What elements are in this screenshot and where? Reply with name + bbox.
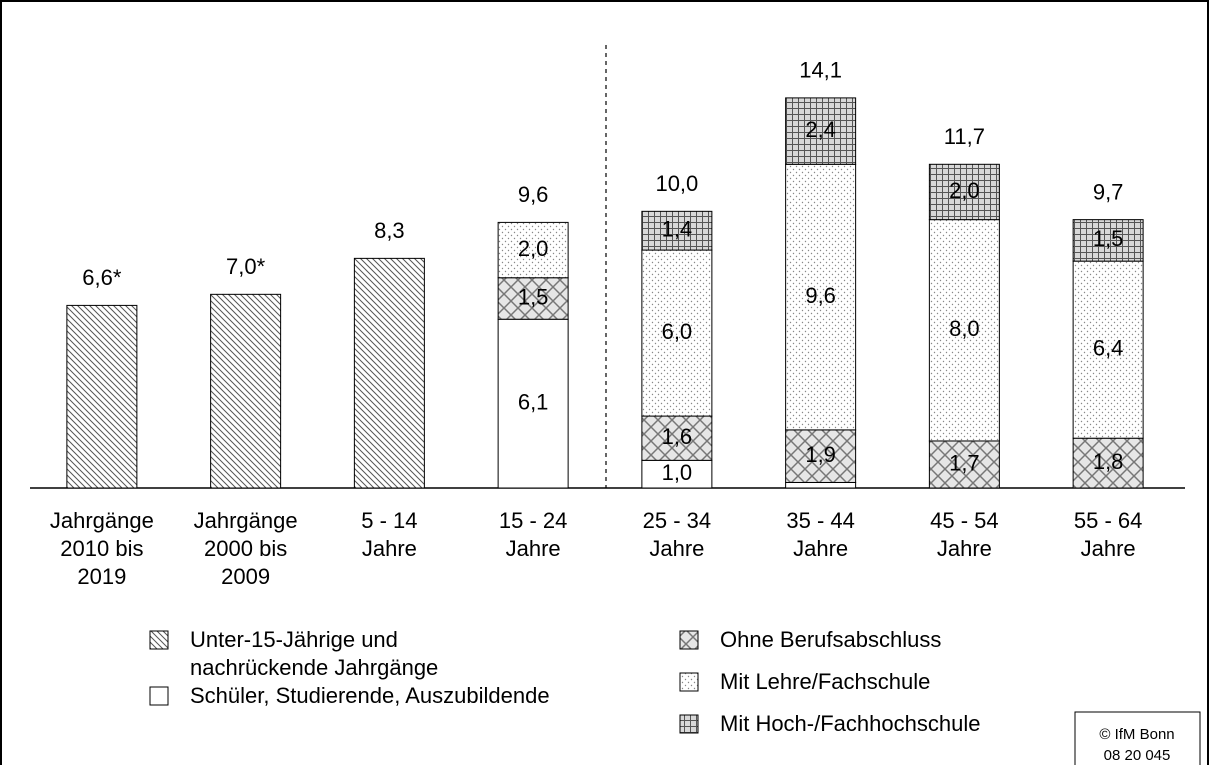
bar-segment xyxy=(497,221,569,279)
x-tick-label: 35 - 44 xyxy=(786,508,855,533)
bar-segment xyxy=(928,219,1000,442)
bar-segment xyxy=(641,249,713,417)
x-tick-label: 2010 bis xyxy=(60,536,143,561)
x-tick-label: 25 - 34 xyxy=(643,508,712,533)
x-tick-label: 5 - 14 xyxy=(361,508,417,533)
total-label: 14,1 xyxy=(799,58,842,83)
legend-swatch xyxy=(679,630,699,650)
total-label: 11,7 xyxy=(944,124,985,149)
value-label: 1,7 xyxy=(949,450,980,475)
x-tick-label: Jahre xyxy=(649,536,704,561)
source-box xyxy=(1074,711,1201,765)
value-label: 1,6 xyxy=(662,424,693,449)
value-label: 1,5 xyxy=(1093,226,1124,251)
bar-segment xyxy=(785,163,857,431)
x-tick-label: 15 - 24 xyxy=(499,508,568,533)
total-label: 9,7 xyxy=(1093,179,1124,204)
legend-label: Mit Lehre/Fachschule xyxy=(720,669,931,694)
value-label: 7,0* xyxy=(226,254,266,279)
total-label: 9,6 xyxy=(518,182,549,207)
value-label: 1,9 xyxy=(805,442,836,467)
bar-segment xyxy=(785,429,857,483)
value-label: 2,0 xyxy=(518,236,549,261)
value-label: 1,0 xyxy=(662,460,693,485)
bar-segment xyxy=(928,440,1000,489)
x-tick-label: Jahre xyxy=(362,536,417,561)
legend-swatch xyxy=(679,672,699,692)
bar-segment xyxy=(785,97,857,165)
legend-label: Unter-15-Jährige und nachrückende Jahrgä… xyxy=(190,627,439,680)
legend-swatch xyxy=(679,714,699,734)
value-label: 2,4 xyxy=(805,117,836,142)
bar-segment xyxy=(497,277,569,320)
bar-segment xyxy=(928,163,1000,221)
legend-swatch xyxy=(149,630,169,650)
x-tick-label: Jahre xyxy=(793,536,848,561)
source-line: © IfM Bonn xyxy=(1099,726,1174,743)
x-tick-label: Jahre xyxy=(1081,536,1136,561)
bar-segment xyxy=(641,415,713,461)
x-tick-label: 55 - 64 xyxy=(1074,508,1143,533)
bar-segment xyxy=(641,210,713,251)
value-label: 6,6* xyxy=(82,265,122,290)
x-tick-label: Jahre xyxy=(506,536,561,561)
value-label: 1,8 xyxy=(1093,449,1124,474)
legend-label: Ohne Berufsabschluss xyxy=(720,627,942,652)
value-label: 1,5 xyxy=(518,284,549,309)
value-label: 6,1 xyxy=(518,389,549,414)
bar-segment xyxy=(66,304,138,489)
bar-segment xyxy=(641,459,713,489)
total-label: 10,0 xyxy=(655,171,698,196)
x-tick-label: 2019 xyxy=(77,564,126,589)
value-label: 6,4 xyxy=(1093,335,1124,360)
value-label: 2,0 xyxy=(949,178,980,203)
x-tick-label: 2000 bis xyxy=(204,536,287,561)
legend-label: Mit Hoch-/Fachhochschule xyxy=(720,711,981,736)
x-tick-label: Jahre xyxy=(937,536,992,561)
value-label: 1,4 xyxy=(662,217,693,242)
x-tick-label: 45 - 54 xyxy=(930,508,999,533)
x-tick-label: Jahrgänge xyxy=(50,508,154,533)
value-label: 8,0 xyxy=(949,316,980,341)
bar-segment xyxy=(353,257,425,489)
value-label: 6,0 xyxy=(662,319,693,344)
value-label: 9,6 xyxy=(805,283,836,308)
x-tick-label: Jahrgänge xyxy=(194,508,298,533)
legend-label: Schüler, Studierende, Auszubildende xyxy=(190,683,550,708)
value-label: 8,3 xyxy=(374,218,405,243)
bar-segment xyxy=(210,293,282,489)
bar-segment xyxy=(1072,260,1144,439)
x-tick-label: 2009 xyxy=(221,564,270,589)
legend-swatch xyxy=(149,686,169,706)
bar-segment xyxy=(785,481,857,489)
source-line: 08 20 045 xyxy=(1104,747,1171,764)
bar-segment xyxy=(497,318,569,489)
bar-segment xyxy=(1072,219,1144,262)
